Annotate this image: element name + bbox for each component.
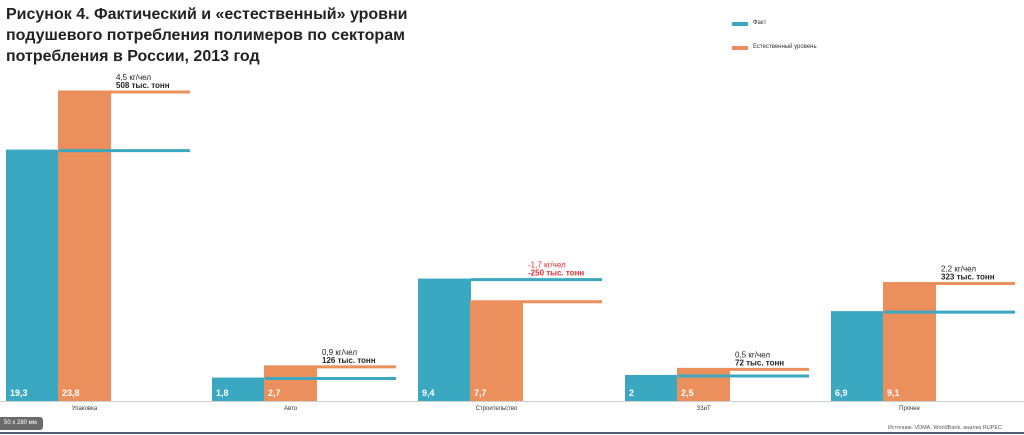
size-badge: 50 x 280 мм	[0, 417, 43, 430]
annotation-volume: 72 тыс. тонн	[735, 358, 784, 367]
category-label: Прочее	[899, 406, 920, 412]
annotation-volume: 126 тыс. тонн	[322, 356, 376, 365]
bar-natural	[470, 300, 523, 401]
bar-fact	[625, 374, 678, 401]
bar-natural	[58, 91, 111, 401]
annotation-volume: -250 тыс. тонн	[528, 269, 584, 278]
annotation-per-capita: 4,5 кг/чел	[116, 73, 151, 82]
data-label-natural: 9,1	[887, 388, 900, 398]
source-note: Источник: VDMA, WorldBank, анализ RUPEC	[887, 425, 1002, 431]
data-label-fact: 6,9	[835, 388, 848, 398]
legend-swatch-natural	[732, 46, 748, 50]
category-label: Упаковка	[72, 406, 98, 412]
bar-fact	[212, 377, 265, 401]
data-label-fact: 19,3	[10, 388, 28, 398]
data-label-fact: 1,8	[216, 388, 229, 398]
data-label-natural: 7,7	[474, 388, 487, 398]
annotation-per-capita: 0,9 кг/чел	[322, 348, 357, 357]
bar-fact	[418, 278, 471, 401]
bar-fact	[831, 311, 884, 401]
annotation-per-capita: 2,2 кг/чел	[941, 264, 976, 273]
bar-natural	[883, 282, 936, 401]
category-label: Строительство	[476, 406, 518, 412]
bar-natural	[264, 365, 317, 401]
data-label-natural: 2,5	[681, 388, 694, 398]
annotation-per-capita: -1,7 кг/чел	[528, 261, 566, 270]
bar-natural	[677, 368, 730, 401]
legend-swatch-fact	[732, 22, 748, 26]
legend-label-natural: Естественный уровень	[753, 44, 817, 50]
data-label-fact: 9,4	[422, 388, 435, 398]
bar-fact	[6, 149, 59, 401]
annotation-per-capita: 0,5 кг/чел	[735, 350, 770, 359]
chart-title: Рисунок 4. Фактический и «естественный» …	[6, 6, 408, 65]
category-label: ЗЗиТ	[696, 406, 711, 412]
annotation-volume: 508 тыс. тонн	[116, 81, 170, 90]
data-label-natural: 2,7	[268, 388, 281, 398]
category-label: Авто	[284, 406, 298, 412]
data-label-natural: 23,8	[62, 388, 80, 398]
data-label-fact: 2	[629, 388, 634, 398]
annotation-volume: 323 тыс. тонн	[941, 272, 995, 281]
legend-label-fact: Факт	[753, 20, 767, 26]
